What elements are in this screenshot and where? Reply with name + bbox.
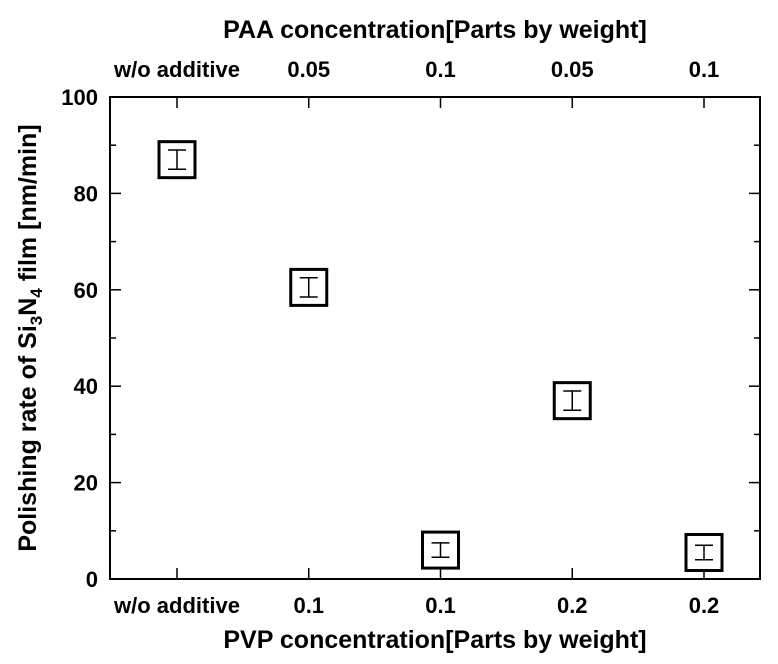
plot-frame: [110, 97, 760, 579]
x-bottom-tick-label: 0.2: [689, 593, 720, 618]
x-top-tick-label: 0.1: [425, 57, 456, 82]
y-tick-label: 60: [74, 278, 98, 303]
y-axis-title: Polishing rate of Si3N4 film [nm/min]: [14, 124, 46, 551]
y-axis-title-suffix: film [nm/min]: [14, 124, 42, 288]
y-axis-title-mid: N: [14, 298, 42, 316]
x-top-tick-label: w/o additive: [113, 57, 240, 82]
y-axis-title-sub1: 3: [27, 316, 46, 325]
bottom-axis-title: PVP concentration[Parts by weight]: [223, 626, 646, 654]
x-bottom-tick-label: 0.2: [557, 593, 588, 618]
y-tick-label: 0: [86, 567, 98, 592]
x-top-tick-label: 0.1: [689, 57, 720, 82]
y-tick-label: 80: [74, 181, 98, 206]
y-tick-label: 40: [74, 374, 98, 399]
chart-marks: 0 20 40 60 80 100 w/o additive w/o additive 0.1 0…: [61, 57, 760, 618]
x-bottom-tick-label: 0.1: [425, 593, 456, 618]
top-axis-title: PAA concentration[Parts by weight]: [223, 16, 647, 44]
y-tick-label: 20: [74, 471, 98, 496]
x-bottom-tick-label: 0.1: [293, 593, 324, 618]
y-tick-label: 100: [61, 85, 98, 110]
y-axis-title-prefix: Polishing rate of Si: [14, 325, 42, 551]
x-top-tick-label: 0.05: [287, 57, 330, 82]
x-bottom-tick-label: w/o additive: [113, 593, 240, 618]
x-top-tick-label: 0.05: [551, 57, 594, 82]
